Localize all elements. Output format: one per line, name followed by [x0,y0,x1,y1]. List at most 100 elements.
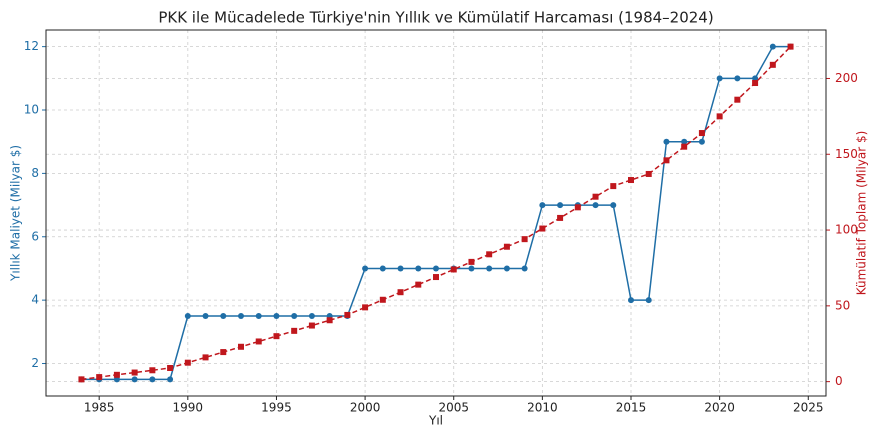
marker [202,354,209,361]
marker [645,297,652,304]
marker [628,297,634,304]
marker [539,225,546,232]
marker [716,113,723,120]
x-axis-label: Yıl [428,414,443,428]
y2-tick-label: 100 [835,223,858,237]
y-tick-label: 8 [31,166,39,180]
marker [113,376,120,383]
marker [167,376,174,383]
x-tick-label: 1995 [261,401,292,415]
marker [202,312,209,319]
marker [415,265,422,272]
marker [362,304,369,311]
marker [308,322,315,329]
marker [220,312,227,319]
marker [415,281,422,288]
marker [769,61,776,68]
marker [734,96,741,103]
y-tick-label: 4 [31,293,39,307]
marker [184,312,191,319]
plot-frame [45,29,827,397]
marker [379,296,386,303]
marker [167,364,174,371]
marker [255,338,262,345]
x-tick-label: 1985 [84,401,115,415]
marker [273,333,280,340]
x-tick-label: 2005 [438,401,469,415]
marker [539,202,546,209]
marker [450,266,457,273]
marker [344,311,351,318]
marker [326,317,333,324]
marker [433,265,439,272]
y2-tick-label: 150 [835,147,858,161]
x-tick-label: 2015 [616,401,647,415]
marker [769,43,776,50]
y-tick-label: 2 [31,356,39,370]
marker [131,376,138,383]
marker [379,265,386,272]
x-tick-label: 1990 [173,401,204,415]
marker [291,312,298,319]
marker [397,265,404,272]
x-tick-label: 2025 [793,401,824,415]
marker [184,359,191,366]
marker [96,374,103,381]
marker [663,157,670,164]
marker [131,369,138,376]
marker [503,265,510,272]
marker [433,274,439,281]
marker [698,130,705,137]
y-tick-label: 12 [24,39,39,53]
marker [238,343,244,350]
marker [362,265,369,272]
x-tick-label: 2020 [704,401,735,415]
marker [521,265,528,272]
y-tick-label: 10 [24,103,39,117]
marker [521,236,528,243]
marker [734,75,741,82]
marker [238,312,244,319]
marker [557,214,564,221]
marker [645,170,652,177]
marker [592,202,599,209]
marker [149,367,156,374]
marker [503,243,510,250]
marker [486,251,493,258]
marker [574,204,581,211]
y2-tick-label: 0 [835,374,843,388]
marker [610,183,617,190]
marker [752,75,759,82]
marker [468,258,475,265]
chart-title: PKK ile Mücadelede Türkiye'nin Yıllık ve… [158,9,713,27]
marker [255,312,262,319]
marker [787,43,794,50]
x-tick-label: 2000 [350,401,381,415]
marker [628,177,634,184]
y-tick-label: 6 [31,229,39,243]
marker [113,371,120,378]
marker [610,202,617,209]
marker [291,327,298,334]
marker [592,193,599,200]
marker [397,289,404,296]
marker [220,349,227,356]
x-tick-label: 2010 [527,401,558,415]
marker [681,143,688,150]
marker [308,312,315,319]
marker [78,376,85,383]
y-axis-label: Yıllık Maliyet (Milyar $) [9,145,23,282]
marker [698,138,705,145]
marker [681,138,688,145]
marker [468,265,475,272]
marker [663,138,670,145]
marker [273,312,280,319]
y2-axis-label: Kümülatif Toplam (Milyar $) [855,131,869,296]
y2-tick-label: 50 [835,298,850,312]
marker [557,202,564,209]
marker [716,75,723,82]
marker [486,265,493,272]
marker [752,80,759,87]
marker [149,376,156,383]
